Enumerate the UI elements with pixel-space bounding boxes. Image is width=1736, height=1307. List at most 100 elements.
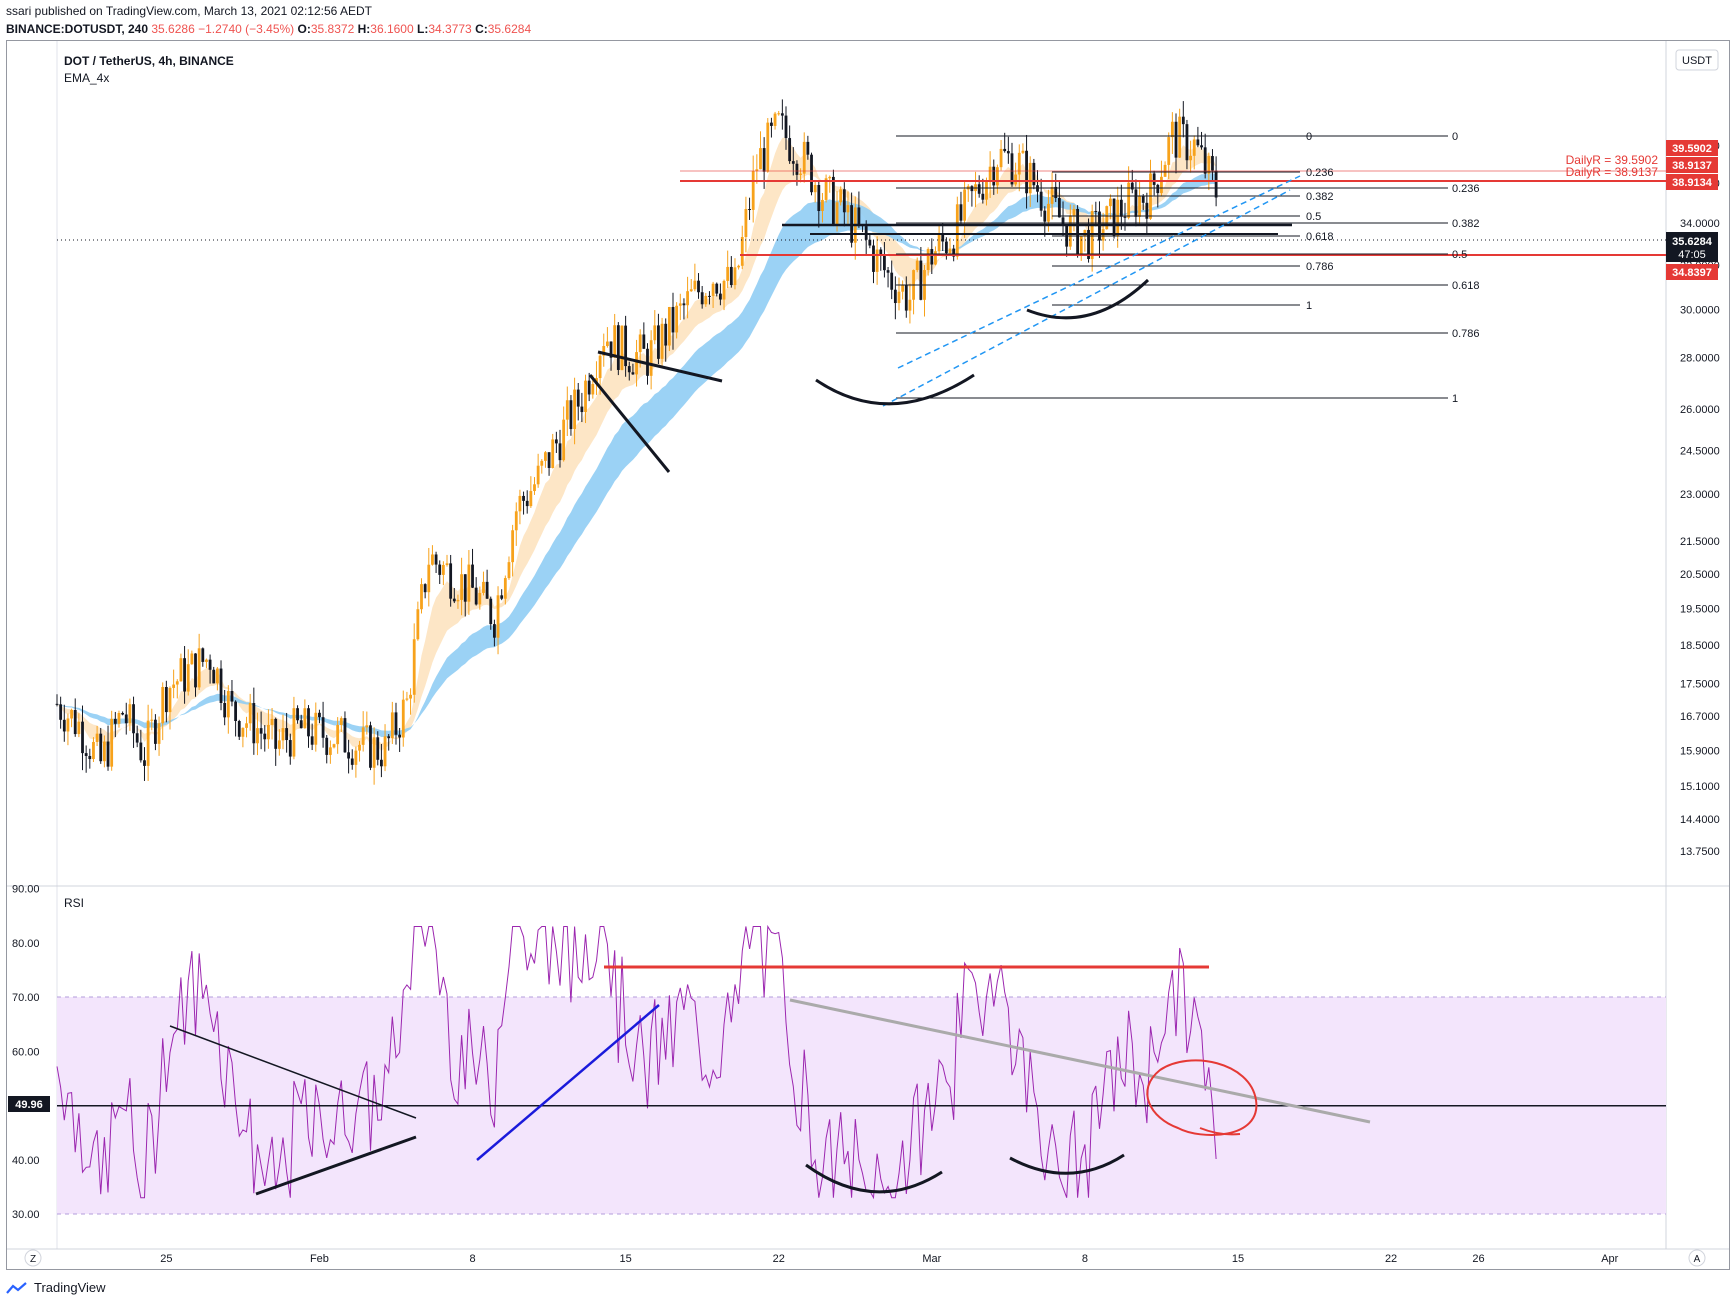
ema-ribbon — [57, 137, 1217, 752]
candle-body — [383, 736, 387, 767]
candle-body — [915, 260, 919, 271]
candle-body — [201, 648, 205, 662]
candle-body — [303, 708, 307, 729]
candle-body — [438, 564, 442, 575]
price-tick-label: 15.1000 — [1680, 781, 1720, 793]
candle-body — [558, 443, 562, 461]
candle-body — [1174, 121, 1178, 158]
candle-body — [179, 658, 183, 682]
tradingview-logo[interactable]: TradingView — [6, 1280, 106, 1295]
candle-body — [416, 609, 420, 640]
candle-body — [1061, 217, 1065, 225]
candle-body — [117, 712, 121, 724]
price-tick-label: 21.5000 — [1680, 536, 1720, 548]
candle-body — [1207, 156, 1211, 174]
candle-body — [1192, 139, 1196, 156]
candle-body — [930, 249, 934, 265]
candle-body — [143, 760, 146, 766]
candle-body — [270, 718, 274, 725]
candle-body — [241, 727, 245, 737]
time-tick-label: 25 — [160, 1253, 172, 1265]
candle-body — [347, 752, 350, 759]
fib-left-label: 0.786 — [1306, 261, 1334, 273]
candle-body — [831, 176, 835, 225]
candle-body — [358, 744, 361, 751]
fib-left-label: 0 — [1306, 131, 1312, 143]
candle-body — [212, 669, 216, 684]
candle-body — [729, 266, 733, 286]
brand-label: TradingView — [34, 1280, 106, 1295]
label-r2: 38.9137 — [1672, 160, 1712, 172]
candle-body — [755, 169, 759, 172]
timezone-button[interactable] — [24, 1249, 42, 1267]
candle-body — [992, 166, 996, 186]
candle-body — [172, 684, 176, 688]
candle-body — [197, 648, 201, 688]
candle-body — [722, 280, 726, 300]
tradingview-icon — [6, 1281, 27, 1294]
candle-body — [697, 280, 700, 293]
candle-body — [981, 193, 985, 200]
candle-body — [533, 484, 536, 492]
candle-body — [314, 712, 318, 745]
fib-right-label: 0.382 — [1452, 218, 1480, 230]
candle-body — [835, 202, 839, 225]
candle-body — [627, 366, 631, 373]
rsi-current-label: 49.96 — [15, 1099, 43, 1111]
candle-body — [1178, 116, 1182, 158]
candle-body — [737, 265, 741, 268]
candle-body — [281, 728, 285, 741]
candle-body — [288, 740, 292, 757]
candle-body — [544, 452, 547, 461]
candle-body — [799, 173, 802, 175]
candle-body — [1094, 210, 1098, 212]
candle-body — [350, 758, 354, 765]
candle-body — [875, 249, 879, 272]
axes: 13.7500 14.4000 15.1000 15.9000 16.7000 17.50… — [12, 141, 1720, 1265]
candle-body — [664, 323, 668, 346]
candle-body — [361, 727, 365, 745]
candle-body — [59, 704, 63, 720]
candle-body — [711, 283, 715, 296]
candle-body — [307, 708, 310, 737]
rsi-line — [56, 924, 1217, 1200]
open-value: 35.8372 — [310, 22, 355, 36]
fib-right-label: 0.786 — [1452, 328, 1480, 340]
candle-body — [376, 737, 380, 760]
candle-body — [1160, 176, 1163, 194]
candle-body — [296, 708, 299, 721]
close-label: C: — [475, 22, 488, 36]
candle-body — [817, 185, 821, 212]
candle-body — [339, 718, 343, 725]
price-tick-label: 19.5000 — [1680, 604, 1720, 616]
currency-button[interactable] — [1675, 49, 1719, 71]
candle-body — [609, 341, 613, 358]
candle-body — [675, 305, 679, 333]
candle-body — [1134, 189, 1138, 217]
auto-scale-button[interactable] — [1688, 1249, 1706, 1267]
candle-body — [718, 293, 722, 300]
candle-body — [124, 714, 128, 724]
candle-body — [223, 702, 227, 718]
candle-body — [726, 266, 730, 281]
time-tick-label: Feb — [310, 1253, 329, 1265]
candle-body — [744, 209, 748, 237]
candle-body — [1200, 145, 1203, 148]
cup-arc-2 — [1026, 278, 1150, 320]
candle-body — [431, 554, 434, 565]
candle-body — [1127, 182, 1131, 218]
candle-body — [580, 406, 584, 413]
candle-body — [598, 355, 602, 379]
candle-body — [678, 303, 682, 306]
candle-body — [569, 400, 573, 430]
candle-body — [95, 733, 99, 742]
candle-body — [795, 163, 799, 175]
ema-slow-band — [57, 173, 1217, 738]
candle-body — [1105, 206, 1109, 230]
fib-right-label: 0.236 — [1452, 183, 1480, 195]
candle-body — [584, 380, 587, 413]
chart-frame — [6, 40, 1730, 1270]
candle-body — [285, 728, 289, 741]
candle-body — [478, 592, 482, 605]
